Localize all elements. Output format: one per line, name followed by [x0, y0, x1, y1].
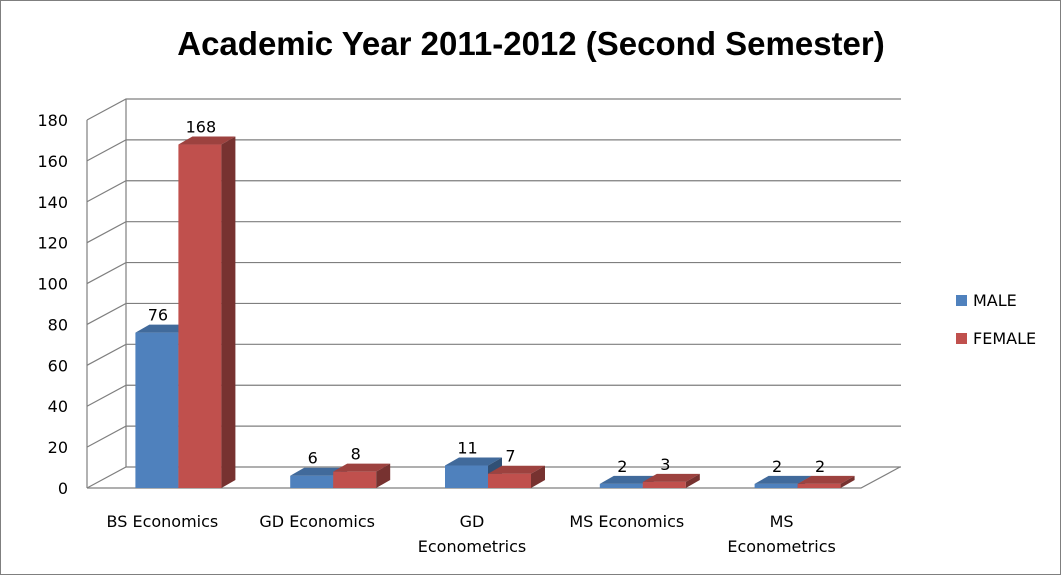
- data-label: 2: [772, 457, 782, 476]
- legend: MALE FEMALE: [956, 291, 1036, 348]
- gridline: [86, 384, 901, 407]
- gridline: [86, 180, 901, 203]
- gridline: [86, 261, 901, 285]
- bars: [135, 136, 855, 489]
- y-tick-label: 60: [48, 356, 68, 375]
- gridline: [86, 302, 901, 325]
- category-label: GD Economics: [259, 512, 375, 531]
- category-label: GD Econometrics: [418, 512, 526, 556]
- legend-label-male: MALE: [973, 291, 1017, 310]
- gridline: [86, 98, 901, 121]
- gridline: [86, 343, 901, 366]
- y-tick-label: 180: [37, 111, 68, 130]
- data-label: 168: [186, 118, 217, 137]
- gridline: [86, 425, 901, 448]
- y-tick-label: 160: [37, 152, 68, 171]
- gridline: [86, 139, 901, 162]
- y-tick-label: 120: [37, 234, 68, 253]
- y-tick-label: 40: [48, 397, 68, 416]
- data-labels: 76 168 6 8 11 7 2 3 2 2: [148, 118, 825, 476]
- data-label: 8: [351, 445, 361, 464]
- bar-female-3: [642, 473, 700, 488]
- legend-label-female: FEMALE: [973, 329, 1036, 348]
- data-label: 76: [148, 306, 168, 325]
- legend-swatch-male: [956, 295, 967, 306]
- bar-female-4: [797, 475, 855, 488]
- category-label: MS Economics: [569, 512, 684, 531]
- category-label: MS Econometrics: [727, 512, 835, 556]
- gridline: [86, 221, 901, 244]
- data-label: 6: [308, 449, 318, 468]
- bar-female-0: [178, 136, 236, 489]
- bar-female-1: [333, 463, 391, 488]
- legend-swatch-female: [956, 333, 967, 344]
- y-axis-ticks: 0 20 40 60 80 100 120 140 160 180: [37, 111, 68, 498]
- y-tick-label: 100: [37, 275, 68, 294]
- chart-title: Academic Year 2011-2012 (Second Semester…: [177, 25, 885, 62]
- gridlines: [86, 98, 901, 489]
- category-labels: BS Economics GD Economics GD Econometrics MS…: [107, 512, 836, 556]
- gridline: [86, 466, 901, 489]
- bar-female-2: [488, 465, 545, 488]
- category-label: BS Economics: [107, 512, 219, 531]
- data-label: 11: [457, 439, 477, 458]
- y-tick-label: 140: [37, 193, 68, 212]
- data-label: 3: [660, 455, 670, 474]
- y-tick-label: 80: [48, 315, 68, 334]
- y-tick-label: 20: [48, 438, 68, 457]
- y-tick-label: 0: [58, 479, 68, 498]
- data-label: 2: [815, 457, 825, 476]
- data-label: 2: [617, 457, 627, 476]
- data-label: 7: [505, 447, 515, 466]
